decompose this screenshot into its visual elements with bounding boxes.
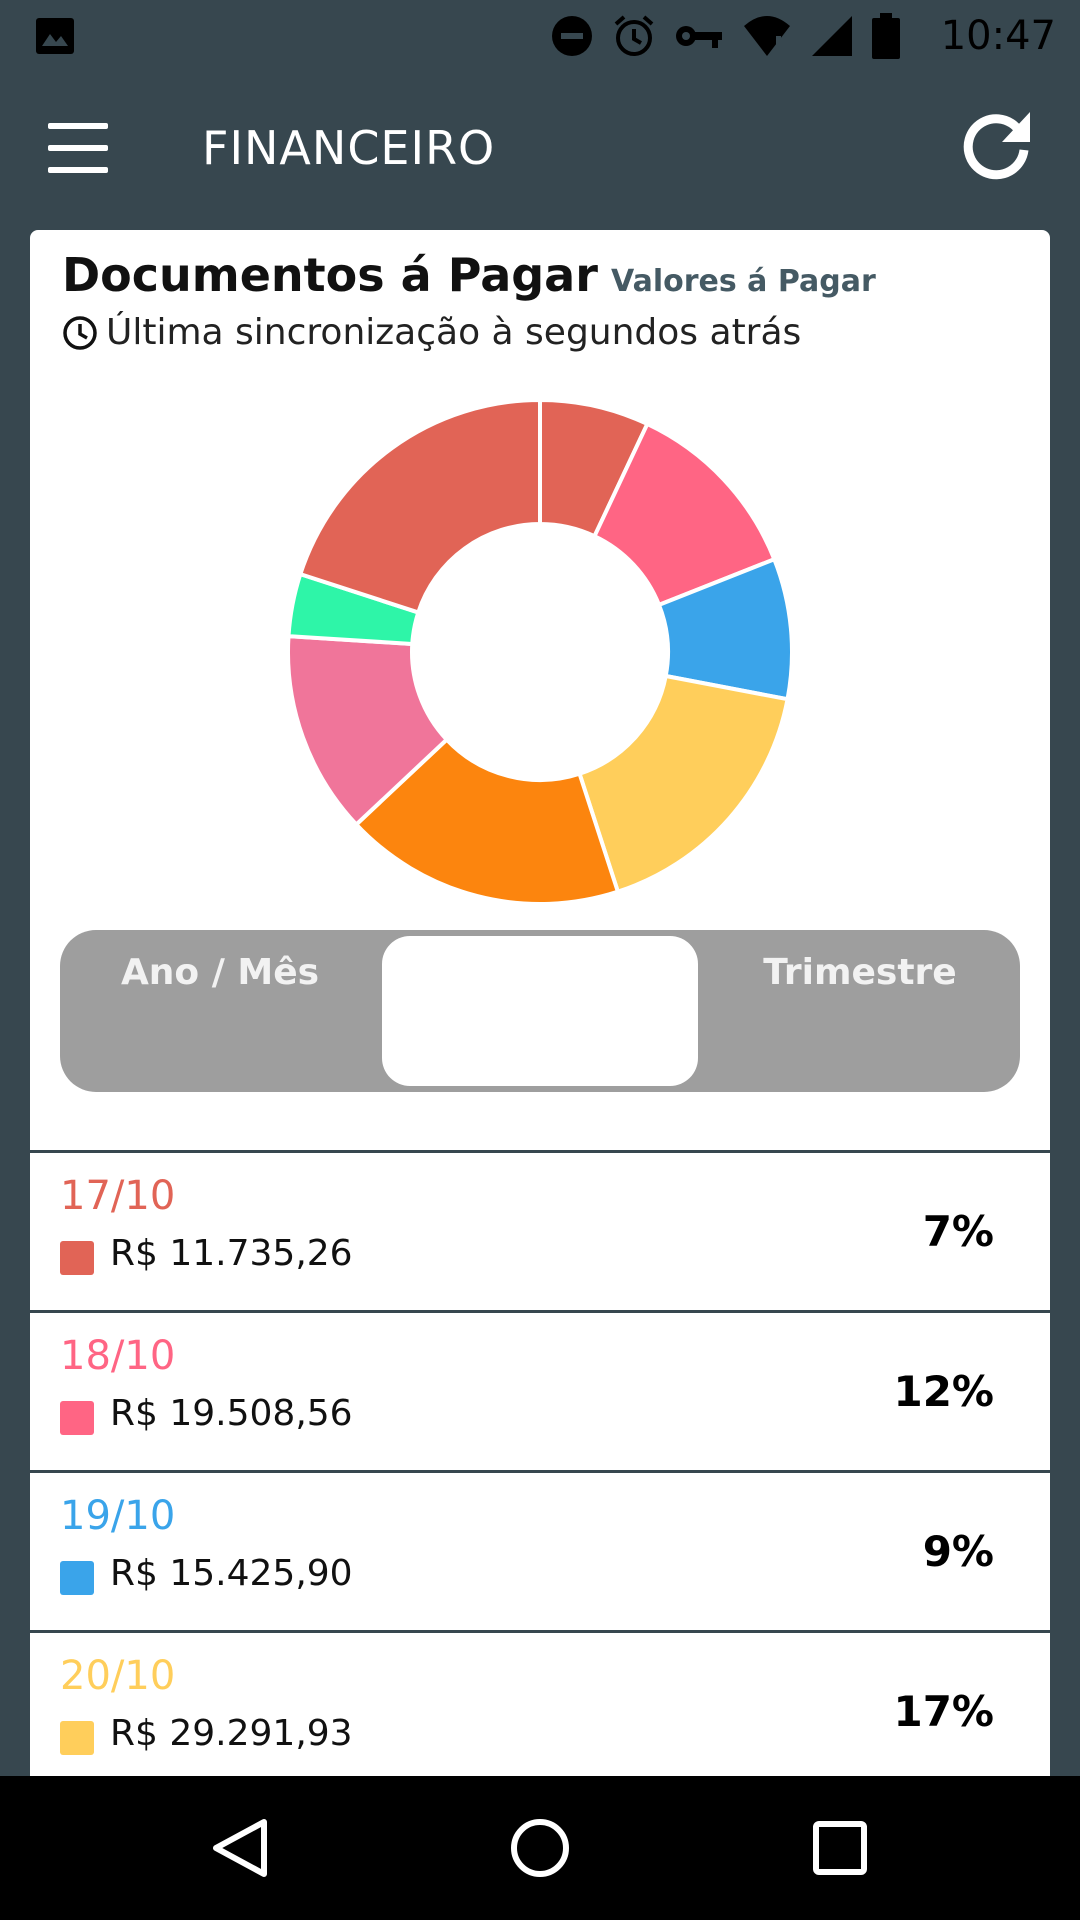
entry-date: 18/10 bbox=[60, 1333, 175, 1379]
entry-color-swatch bbox=[60, 1721, 94, 1755]
refresh-icon[interactable] bbox=[954, 102, 1038, 186]
battery-icon bbox=[872, 13, 900, 59]
status-time: 10:47 bbox=[941, 12, 1056, 60]
donut-slice-24-10[interactable] bbox=[300, 400, 540, 612]
menu-icon[interactable] bbox=[48, 116, 108, 180]
cell-signal-icon bbox=[810, 14, 854, 58]
recents-icon[interactable] bbox=[804, 1812, 876, 1884]
entry-amount: R$ 11.735,26 bbox=[110, 1233, 353, 1274]
entry-color-swatch bbox=[60, 1241, 94, 1275]
period-toggle[interactable]: Ano / Mês Trimestre bbox=[60, 930, 1020, 1092]
toggle-option-ano-mes[interactable]: Ano / Mês bbox=[60, 952, 380, 993]
page-title: FINANCEIRO bbox=[202, 108, 495, 188]
entry-percent: 12% bbox=[893, 1367, 994, 1416]
status-bar: 10:47 bbox=[0, 0, 1080, 72]
system-nav-bar bbox=[0, 1776, 1080, 1920]
entry-color-swatch bbox=[60, 1401, 94, 1435]
entry-amount: R$ 29.291,93 bbox=[110, 1713, 353, 1754]
wifi-icon bbox=[742, 14, 792, 58]
list-item[interactable]: 19/10 R$ 15.425,90 9% bbox=[30, 1470, 1050, 1630]
card-title: Documentos á Pagar bbox=[62, 248, 598, 302]
entry-percent: 17% bbox=[893, 1687, 994, 1736]
card-header: Documentos á Pagar Valores á Pagar bbox=[62, 248, 876, 302]
sync-status: Última sincronização à segundos atrás bbox=[62, 312, 801, 353]
entry-amount: R$ 19.508,56 bbox=[110, 1393, 353, 1434]
list-item[interactable]: 18/10 R$ 19.508,56 12% bbox=[30, 1310, 1050, 1470]
toggle-option-trimestre[interactable]: Trimestre bbox=[700, 952, 1020, 993]
payables-card: Documentos á Pagar Valores á Pagar Últim… bbox=[30, 230, 1050, 1780]
clock-icon bbox=[62, 315, 98, 351]
card-subtitle: Valores á Pagar bbox=[611, 264, 876, 299]
do-not-disturb-icon bbox=[550, 14, 594, 58]
sync-text: Última sincronização à segundos atrás bbox=[106, 312, 801, 353]
entry-list: 17/10 R$ 11.735,26 7% 18/10 R$ 19.508,56… bbox=[30, 1150, 1050, 1780]
donut-slice-20-10[interactable] bbox=[580, 676, 788, 892]
entry-percent: 7% bbox=[923, 1207, 994, 1256]
vpn-key-icon bbox=[674, 14, 724, 58]
entry-color-swatch bbox=[60, 1561, 94, 1595]
entry-percent: 9% bbox=[923, 1527, 994, 1576]
app-bar: FINANCEIRO bbox=[0, 72, 1080, 224]
entry-date: 17/10 bbox=[60, 1173, 175, 1219]
toggle-option-selected[interactable] bbox=[382, 936, 698, 1086]
gallery-icon bbox=[36, 18, 74, 54]
entry-date: 20/10 bbox=[60, 1653, 175, 1699]
back-icon[interactable] bbox=[204, 1812, 276, 1884]
list-item[interactable]: 17/10 R$ 11.735,26 7% bbox=[30, 1150, 1050, 1310]
alarm-icon bbox=[612, 14, 656, 58]
list-item[interactable]: 20/10 R$ 29.291,93 17% bbox=[30, 1630, 1050, 1780]
entry-date: 19/10 bbox=[60, 1493, 175, 1539]
home-icon[interactable] bbox=[504, 1812, 576, 1884]
entry-amount: R$ 15.425,90 bbox=[110, 1553, 353, 1594]
donut-chart[interactable] bbox=[280, 392, 800, 912]
